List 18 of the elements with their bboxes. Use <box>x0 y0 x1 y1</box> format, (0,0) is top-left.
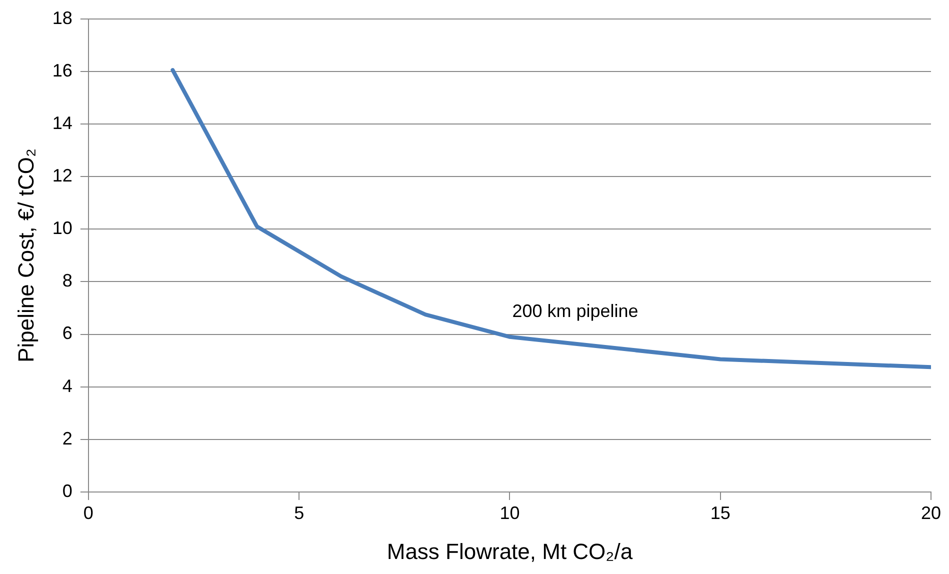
y-tick-label: 2 <box>62 428 72 448</box>
annotation: 200 km pipeline <box>512 301 638 322</box>
y-axis-title: Pipeline Cost, €/ tCO₂ <box>13 148 38 362</box>
y-tick-label: 8 <box>62 270 72 291</box>
y-tick-label: 18 <box>52 8 72 28</box>
x-axis-title: Mass Flowrate, Mt CO₂/a <box>386 538 634 564</box>
y-tick-label: 6 <box>62 323 72 344</box>
x-tick-label: 0 <box>83 502 94 523</box>
y-tick-label: 10 <box>52 218 72 238</box>
x-tick-label: 15 <box>710 502 730 523</box>
x-tick-label: 10 <box>500 502 520 523</box>
y-tick-label: 14 <box>52 112 72 133</box>
x-tick-label: 5 <box>294 502 304 523</box>
x-tick-label: 20 <box>920 502 942 523</box>
y-tick-label: 0 <box>62 480 72 501</box>
y-tick-label: 12 <box>52 166 72 186</box>
y-tick-label: 16 <box>52 60 72 80</box>
y-tick-label: 4 <box>62 376 72 396</box>
